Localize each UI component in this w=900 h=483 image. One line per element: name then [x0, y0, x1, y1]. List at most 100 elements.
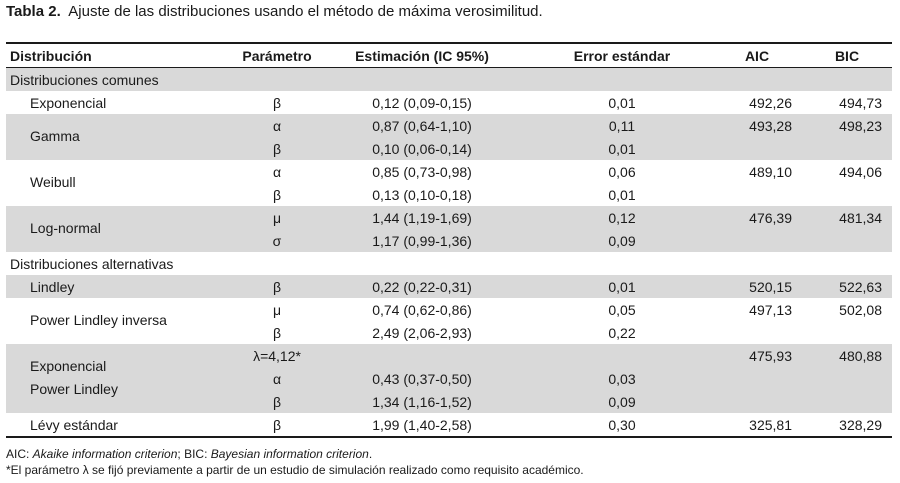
dist-name: Lévy estándar — [30, 416, 118, 433]
bic-definition: Bayesian information criterion — [210, 447, 369, 461]
table-group-lognormal: Log-normal μ 1,44 (1,19-1,69) 0,12 476,3… — [6, 206, 892, 252]
header-distribucion: Distribución — [10, 47, 92, 64]
results-table: Distribución Parámetro Estimación (IC 95… — [6, 42, 892, 438]
std-error: 0,01 — [608, 140, 636, 157]
table-row: α 0,85 (0,73-0,98) 0,06 489,10 494,06 — [6, 160, 892, 183]
table-row: σ 1,17 (0,99-1,36) 0,09 — [6, 229, 892, 252]
estimate: 0,22 (0,22-0,31) — [372, 278, 472, 295]
header-aic: AIC — [744, 47, 770, 64]
bic-value: 481,34 — [839, 209, 882, 226]
dist-name: Power Lindley — [30, 381, 118, 397]
param: β — [272, 140, 282, 157]
param: β — [272, 186, 282, 203]
footnote: *El parámetro λ se fijó previamente a pa… — [6, 463, 584, 477]
std-error: 0,01 — [608, 186, 636, 203]
dist-name: Exponencial — [30, 358, 107, 374]
bic-value: 498,23 — [839, 117, 882, 134]
header-error: Error estándar — [573, 47, 671, 64]
param: β — [272, 416, 282, 433]
param: σ — [272, 232, 282, 249]
table-caption-text: Ajuste de las distribuciones usando el m… — [68, 3, 543, 20]
estimate: 0,10 (0,06-0,14) — [372, 140, 472, 157]
table-notes: AIC: Akaike information criterion; BIC: … — [6, 446, 584, 478]
param: μ — [272, 209, 282, 226]
aic-value: 489,10 — [749, 163, 792, 180]
header-parametro: Parámetro — [242, 47, 312, 64]
table-bottom-rule — [6, 436, 892, 438]
table-row-lindley: Lindley β 0,22 (0,22-0,31) 0,01 520,15 5… — [6, 275, 892, 298]
param: β — [272, 393, 282, 410]
param: β — [272, 324, 282, 341]
bic-value: 480,88 — [839, 347, 882, 364]
dist-name: Lindley — [30, 278, 75, 295]
section-alternativas: Distribuciones alternativas — [10, 255, 174, 272]
section-comunes: Distribuciones comunes — [6, 68, 892, 91]
std-error: 0,09 — [608, 393, 636, 410]
estimate: 0,12 (0,09-0,15) — [372, 94, 472, 111]
estimate: 0,13 (0,10-0,18) — [372, 186, 472, 203]
std-error: 0,11 — [608, 117, 636, 134]
param: μ — [272, 301, 282, 318]
bic-value: 494,06 — [839, 163, 882, 180]
table-group-exponencial-power-lindley: Exponencial Power Lindley λ=4,12* 475,93… — [6, 344, 892, 413]
table-row: α 0,43 (0,37-0,50) 0,03 — [6, 367, 892, 390]
table-group-weibull: Weibull α 0,85 (0,73-0,98) 0,06 489,10 4… — [6, 160, 892, 206]
aic-value: 497,13 — [749, 301, 792, 318]
header-bic: BIC — [834, 47, 860, 64]
table-row: β 1,34 (1,16-1,52) 0,09 — [6, 390, 892, 413]
note-period: . — [368, 447, 373, 461]
std-error: 0,01 — [608, 94, 636, 111]
estimate: 1,17 (0,99-1,36) — [372, 232, 472, 249]
param: α — [272, 163, 282, 180]
table-row: β 2,49 (2,06-2,93) 0,22 — [6, 321, 892, 344]
table-row: λ=4,12* 475,93 480,88 — [6, 344, 892, 367]
table-row-exponencial: Exponencial β 0,12 (0,09-0,15) 0,01 492,… — [6, 91, 892, 114]
table-group-gamma: Gamma α 0,87 (0,64-1,10) 0,11 493,28 498… — [6, 114, 892, 160]
table-header-rule — [6, 67, 892, 68]
bic-value: 502,08 — [839, 301, 882, 318]
estimate: 0,74 (0,62-0,86) — [372, 301, 472, 318]
bic-value: 522,63 — [839, 278, 882, 295]
bic-value: 494,73 — [839, 94, 882, 111]
table-row: β 0,13 (0,10-0,18) 0,01 — [6, 183, 892, 206]
param: α — [272, 117, 282, 134]
estimate: 0,85 (0,73-0,98) — [372, 163, 472, 180]
table-row: μ 1,44 (1,19-1,69) 0,12 476,39 481,34 — [6, 206, 892, 229]
estimate: 1,44 (1,19-1,69) — [372, 209, 472, 226]
table-row: β 0,10 (0,06-0,14) 0,01 — [6, 137, 892, 160]
table-group-power-lindley-inversa: Power Lindley inversa μ 0,74 (0,62-0,86)… — [6, 298, 892, 344]
std-error: 0,12 — [608, 209, 636, 226]
table-top-rule — [6, 42, 892, 44]
param: α — [272, 370, 282, 387]
dist-name: Weibull — [30, 174, 76, 190]
std-error: 0,22 — [608, 324, 636, 341]
std-error: 0,03 — [608, 370, 636, 387]
std-error: 0,01 — [608, 278, 636, 295]
table-caption-label: Tabla 2. — [6, 3, 61, 20]
aic-abbr-label: AIC: — [6, 447, 33, 461]
aic-value: 520,15 — [749, 278, 792, 295]
table-row: μ 0,74 (0,62-0,86) 0,05 497,13 502,08 — [6, 298, 892, 321]
estimate: 2,49 (2,06-2,93) — [372, 324, 472, 341]
param: β — [272, 94, 282, 111]
table-caption: Tabla 2. Ajuste de las distribuciones us… — [6, 3, 543, 20]
aic-value: 493,28 — [749, 117, 792, 134]
aic-value: 475,93 — [749, 347, 792, 364]
aic-value: 325,81 — [749, 416, 792, 433]
estimate: 0,87 (0,64-1,10) — [372, 117, 472, 134]
std-error: 0,30 — [608, 416, 636, 433]
dist-name: Power Lindley inversa — [30, 312, 167, 328]
estimate: 1,99 (1,40-2,58) — [372, 416, 472, 433]
table-row-levy: Lévy estándar β 1,99 (1,40-2,58) 0,30 32… — [6, 413, 892, 436]
std-error: 0,06 — [608, 163, 636, 180]
header-estimacion: Estimación (IC 95%) — [355, 47, 489, 64]
std-error: 0,09 — [608, 232, 636, 249]
abbreviations-note: AIC: Akaike information criterion; BIC: … — [6, 446, 584, 462]
aic-value: 492,26 — [749, 94, 792, 111]
aic-value: 476,39 — [749, 209, 792, 226]
param: β — [272, 278, 282, 295]
bic-value: 328,29 — [839, 416, 882, 433]
dist-name: Gamma — [30, 128, 80, 144]
table-header-row: Distribución Parámetro Estimación (IC 95… — [6, 44, 892, 67]
aic-definition: Akaike information criterion — [32, 447, 178, 461]
